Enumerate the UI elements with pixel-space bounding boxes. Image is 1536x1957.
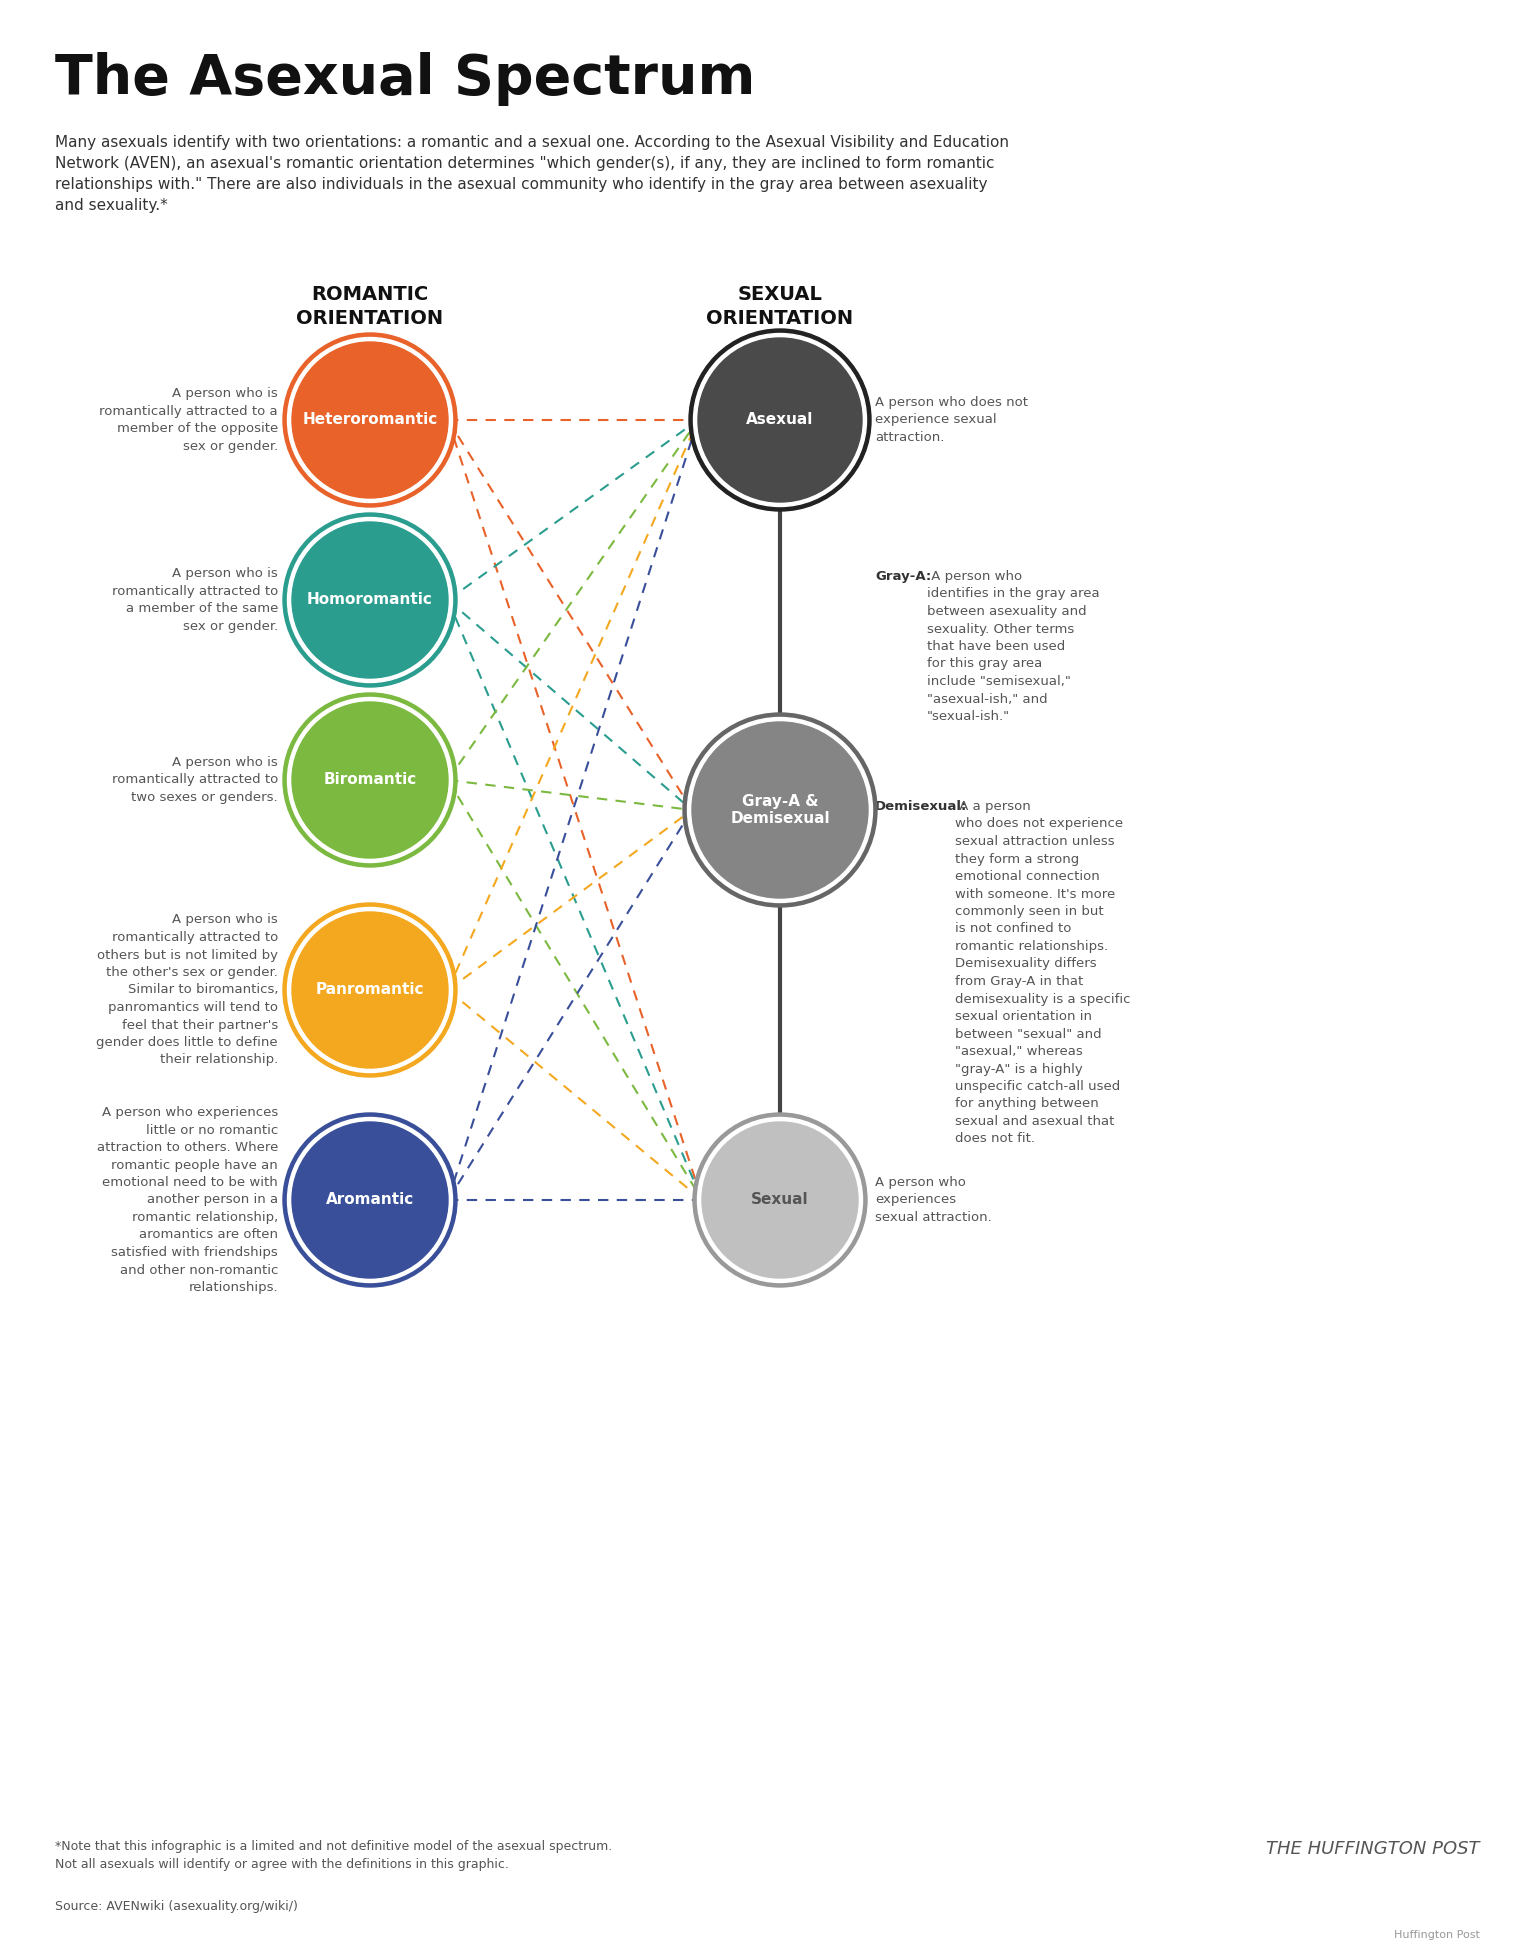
- Circle shape: [283, 693, 458, 867]
- Text: A person who is
romantically attracted to
a member of the same
sex or gender.: A person who is romantically attracted t…: [112, 568, 278, 632]
- Circle shape: [702, 1121, 859, 1278]
- Text: Gray-A &
Demisexual: Gray-A & Demisexual: [730, 795, 829, 826]
- Text: *Note that this infographic is a limited and not definitive model of the asexual: *Note that this infographic is a limited…: [55, 1840, 613, 1871]
- Text: Panromantic: Panromantic: [316, 982, 424, 998]
- Text: Many asexuals identify with two orientations: a romantic and a sexual one. Accor: Many asexuals identify with two orientat…: [55, 135, 1009, 213]
- Text: SEXUAL
ORIENTATION: SEXUAL ORIENTATION: [707, 286, 854, 327]
- Text: A person who is
romantically attracted to a
member of the opposite
sex or gender: A person who is romantically attracted t…: [100, 387, 278, 452]
- Text: Huffington Post: Huffington Post: [1395, 1930, 1481, 1939]
- Text: Gray-A:: Gray-A:: [876, 569, 931, 583]
- Circle shape: [287, 1117, 453, 1282]
- Circle shape: [690, 329, 871, 511]
- Circle shape: [697, 339, 862, 503]
- Text: A person who
identifies in the gray area
between asexuality and
sexuality. Other: A person who identifies in the gray area…: [928, 569, 1100, 722]
- Text: Asexual: Asexual: [746, 413, 814, 427]
- Circle shape: [693, 333, 866, 507]
- Circle shape: [292, 1121, 449, 1278]
- Circle shape: [283, 333, 458, 507]
- Circle shape: [693, 722, 868, 898]
- Circle shape: [292, 342, 449, 497]
- Text: A person who
experiences
sexual attraction.: A person who experiences sexual attracti…: [876, 1176, 992, 1223]
- Text: A person who experiences
little or no romantic
attraction to others. Where
roman: A person who experiences little or no ro…: [97, 1106, 278, 1294]
- Text: Aromantic: Aromantic: [326, 1192, 415, 1207]
- Circle shape: [693, 1114, 866, 1288]
- Text: Biromantic: Biromantic: [324, 773, 416, 787]
- Text: A person who does not
experience sexual
attraction.: A person who does not experience sexual …: [876, 395, 1028, 444]
- Circle shape: [283, 902, 458, 1076]
- Circle shape: [287, 908, 453, 1072]
- Circle shape: [684, 712, 877, 906]
- Text: Source: AVENwiki (asexuality.org/wiki/): Source: AVENwiki (asexuality.org/wiki/): [55, 1900, 298, 1914]
- Text: A person who is
romantically attracted to
two sexes or genders.: A person who is romantically attracted t…: [112, 755, 278, 804]
- Text: THE HUFFINGTON POST: THE HUFFINGTON POST: [1267, 1840, 1481, 1857]
- Text: The Asexual Spectrum: The Asexual Spectrum: [55, 53, 756, 106]
- Text: A person who is
romantically attracted to
others but is not limited by
the other: A person who is romantically attracted t…: [97, 914, 278, 1067]
- Circle shape: [283, 513, 458, 687]
- Text: A a person
who does not experience
sexual attraction unless
they form a strong
e: A a person who does not experience sexua…: [955, 800, 1130, 1145]
- Circle shape: [287, 697, 453, 863]
- Circle shape: [287, 337, 453, 503]
- Circle shape: [283, 1114, 458, 1288]
- Text: Heteroromantic: Heteroromantic: [303, 413, 438, 427]
- Text: ROMANTIC
ORIENTATION: ROMANTIC ORIENTATION: [296, 286, 444, 327]
- Circle shape: [688, 718, 872, 902]
- Circle shape: [292, 703, 449, 857]
- Circle shape: [697, 1117, 863, 1282]
- Circle shape: [292, 523, 449, 677]
- Text: Demisexual:: Demisexual:: [876, 800, 968, 812]
- Text: Homoromantic: Homoromantic: [307, 593, 433, 607]
- Circle shape: [287, 517, 453, 683]
- Text: Sexual: Sexual: [751, 1192, 809, 1207]
- Circle shape: [292, 912, 449, 1069]
